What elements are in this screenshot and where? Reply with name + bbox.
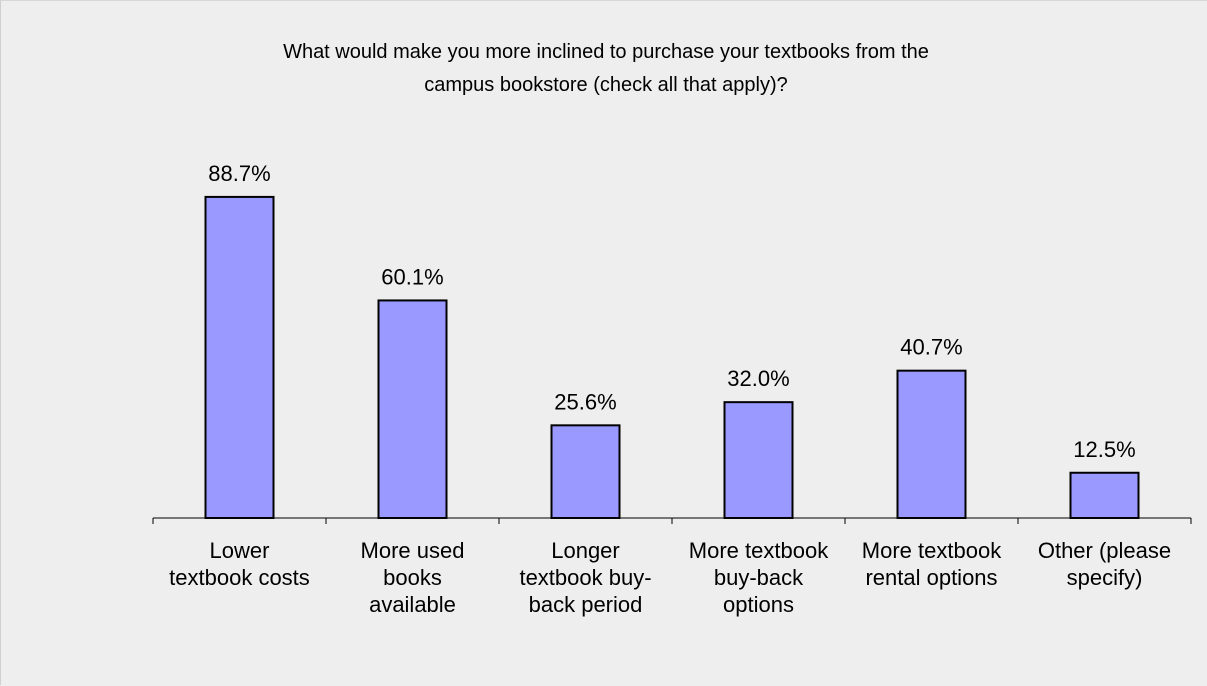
value-labels-group: 88.7% 60.1% 25.6% 32.0% 40.7% 12.5% <box>208 161 1135 462</box>
bar-value-label: 60.1% <box>381 264 443 289</box>
category-labels-group: Lower textbook costs More used books availab… <box>169 538 1171 617</box>
x-axis-ticks <box>152 518 1192 524</box>
bar <box>896 369 967 519</box>
chart-title-line-2: campus bookstore (check all that apply)? <box>424 74 788 96</box>
chart-title-line-1: What would make you more inclined to pur… <box>283 41 929 63</box>
bar <box>377 299 448 519</box>
category-label: More textbook rental options <box>862 538 1002 590</box>
category-label: Lower textbook costs <box>169 538 310 590</box>
bar <box>723 401 794 519</box>
category-label: More used books available <box>361 538 465 617</box>
bar-value-label: 40.7% <box>900 335 962 360</box>
bar-value-label: 88.7% <box>208 161 270 186</box>
category-label: Longer textbook buy-back period <box>519 538 651 617</box>
category-label: Other (please specify) <box>1038 538 1171 590</box>
bar-value-label: 32.0% <box>727 366 789 391</box>
bar <box>1069 471 1140 519</box>
bar <box>204 195 275 519</box>
bar-value-label: 25.6% <box>554 389 616 414</box>
bar-value-label: 12.5% <box>1073 437 1135 462</box>
bar <box>550 424 621 519</box>
category-label: More textbook buy-back options <box>689 538 829 617</box>
chart-title: What would make you more inclined to pur… <box>283 41 929 96</box>
bars-group <box>204 195 1140 519</box>
